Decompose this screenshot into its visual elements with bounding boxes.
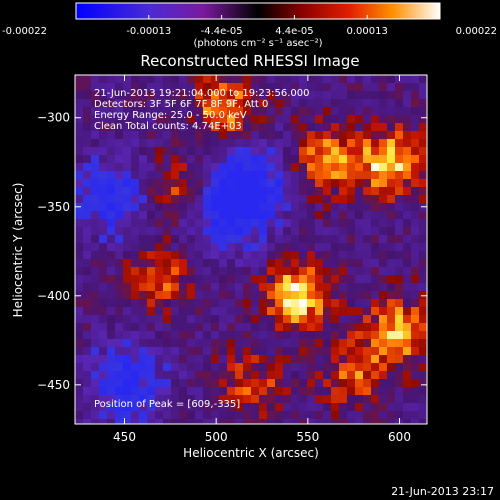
- peak-position-label: Position of Peak = [609,-335]: [94, 399, 240, 410]
- colorbar-tick-label: -0.00013: [126, 26, 171, 37]
- annotation-line: 21-Jun-2013 19:21:04.000 to 19:23:56.000: [94, 88, 310, 99]
- footer-timestamp: 21-Jun-2013 23:17: [391, 485, 494, 498]
- x-tick-label: 500: [205, 430, 228, 444]
- x-tick-label: 450: [113, 430, 136, 444]
- annotation-line: Energy Range: 25.0 - 50.0 keV: [94, 110, 247, 121]
- colorbar-tick-label: -0.00022: [2, 26, 47, 37]
- annotation-line: Detectors: 3F 5F 6F 7F 8F 9F, Att 0: [94, 99, 268, 110]
- annotation-line: Clean Total counts: 4.74E+03: [94, 121, 242, 132]
- plot-frame: [74, 74, 428, 425]
- x-axis-ticks: 450 500 550 600: [113, 75, 411, 444]
- colorbar-gradient: [75, 2, 441, 20]
- chart-title: Reconstructed RHESSI Image: [140, 52, 359, 70]
- colorbar-tick-label: 0.00022: [456, 26, 497, 37]
- image-annotations: 21-Jun-2013 19:21:04.000 to 19:23:56.000…: [94, 88, 310, 132]
- colorbar-tick-label: -4.4e-05: [201, 26, 243, 37]
- y-tick-label: −350: [37, 200, 70, 214]
- y-tick-label: −400: [37, 289, 70, 303]
- y-tick-label: −450: [37, 378, 70, 392]
- x-tick-label: 550: [296, 430, 319, 444]
- colorbar-tick-label: 4.4e-05: [275, 26, 313, 37]
- x-tick-label: 600: [388, 430, 411, 444]
- y-axis-ticks: −300 −350 −400 −450: [37, 111, 427, 392]
- x-axis-label: Heliocentric X (arcsec): [183, 446, 319, 460]
- heatmap-image: [75, 75, 427, 424]
- y-axis-label: Heliocentric Y (arcsec): [11, 183, 25, 318]
- colorbar-ticks: -0.00022 -0.00013 -4.4e-05 4.4e-05 0.00013 0.…: [2, 15, 497, 37]
- y-tick-label: −300: [37, 111, 70, 125]
- colorbar: -0.00022 -0.00013 -4.4e-05 4.4e-05 0.00013 0.…: [2, 2, 497, 49]
- colorbar-tick-label: 0.00013: [347, 26, 388, 37]
- colorbar-unit-label: (photons cm⁻² s⁻¹ asec⁻²): [193, 38, 322, 49]
